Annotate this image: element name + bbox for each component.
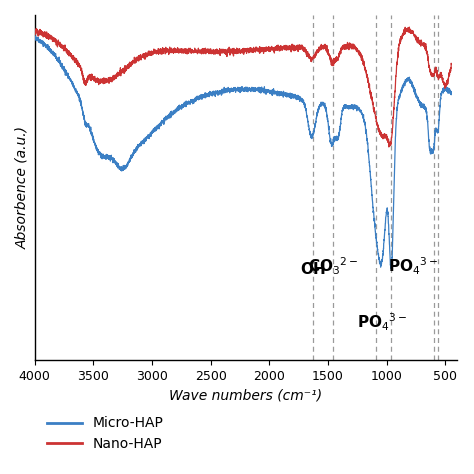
X-axis label: Wave numbers (cm⁻¹): Wave numbers (cm⁻¹) <box>169 389 322 402</box>
Text: PO$_4$$^{3-}$: PO$_4$$^{3-}$ <box>357 311 407 333</box>
Y-axis label: Absorbence (a.u.): Absorbence (a.u.) <box>15 126 29 249</box>
Text: OH: OH <box>300 263 326 277</box>
Text: CO$_3$$^{2-}$: CO$_3$$^{2-}$ <box>308 256 358 277</box>
Text: PO$_4$$^{3-}$: PO$_4$$^{3-}$ <box>388 256 438 277</box>
Legend: Micro-HAP, Nano-HAP: Micro-HAP, Nano-HAP <box>42 411 169 457</box>
